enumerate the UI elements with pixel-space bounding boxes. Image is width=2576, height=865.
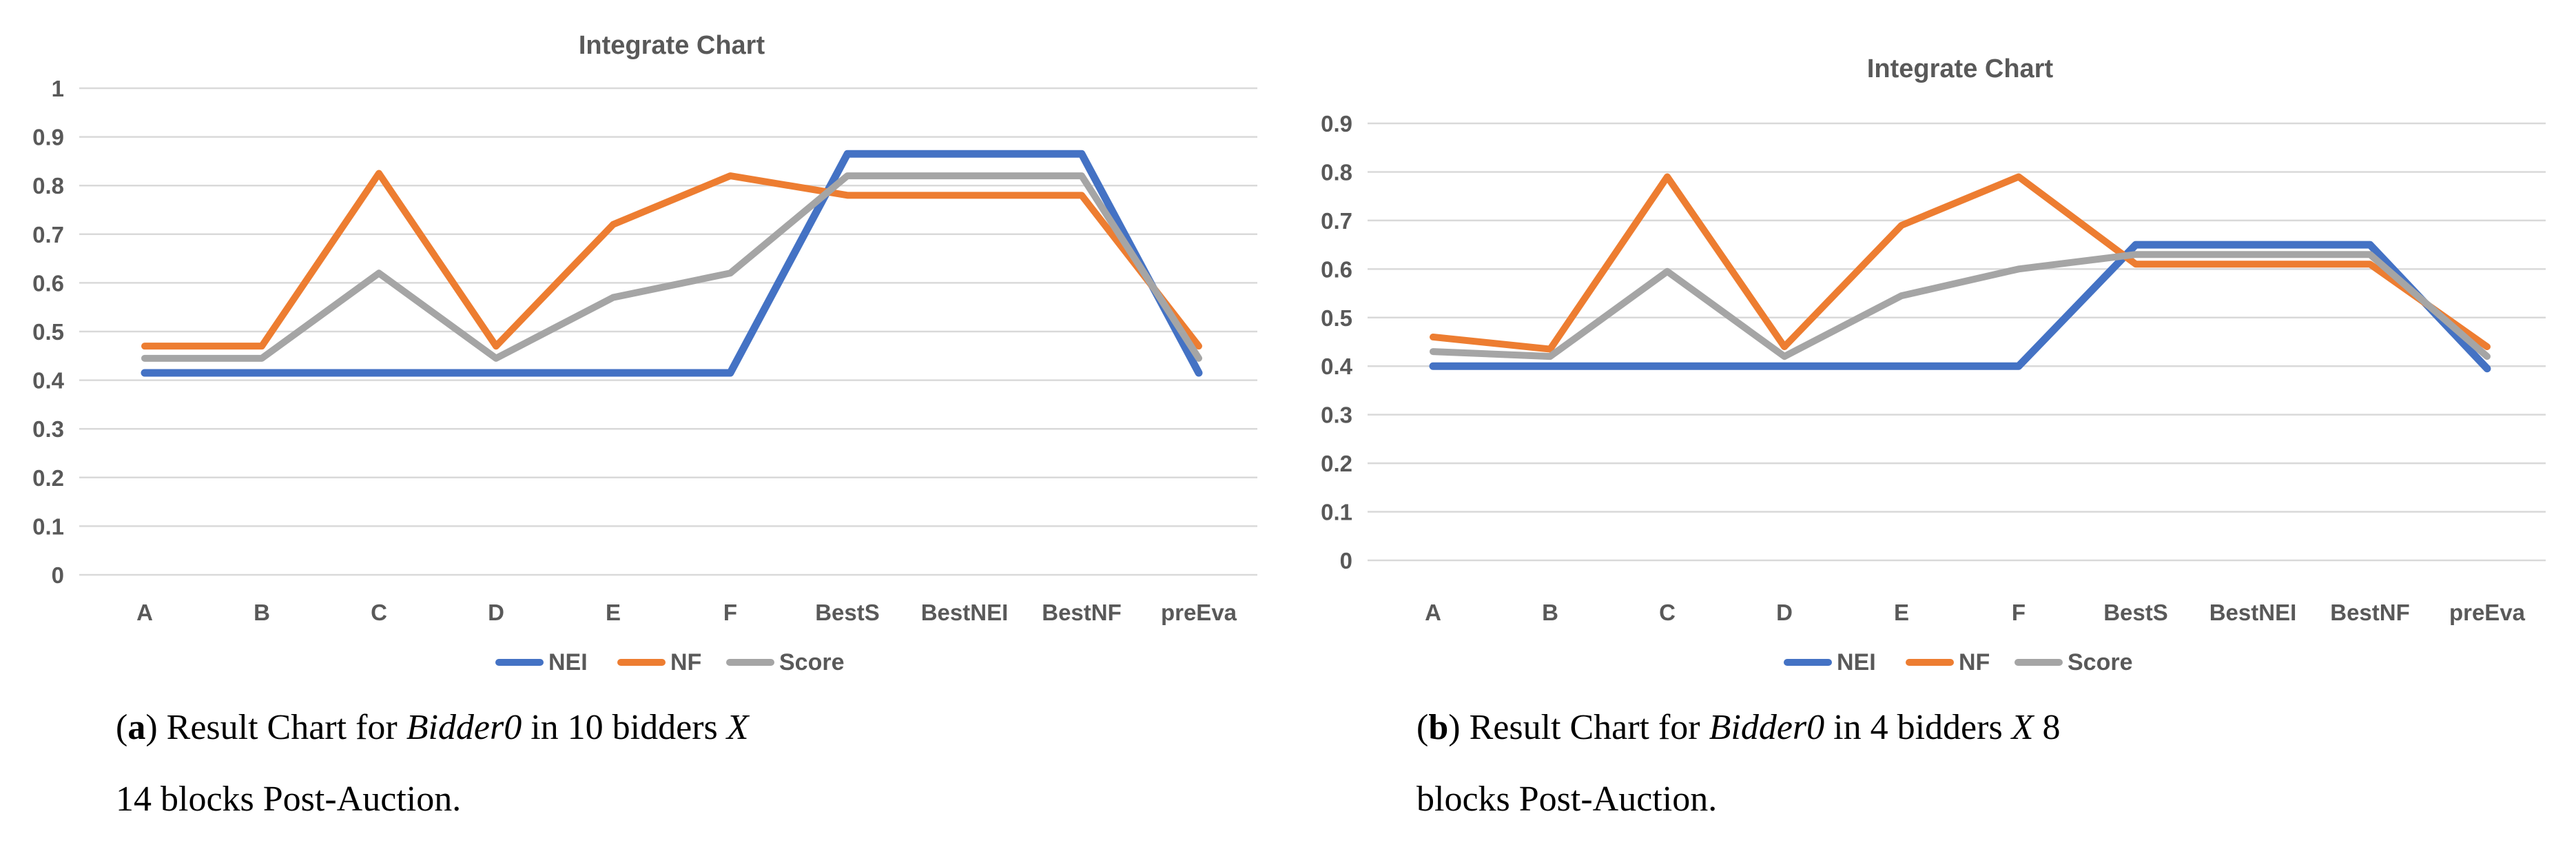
- figure-caption-a: (a) Result Chart for Bidder0 in 10 bidde…: [116, 692, 1039, 835]
- y-tick-label: 0: [1340, 548, 1352, 573]
- y-tick-label: 0.3: [32, 416, 64, 442]
- series-line-NF: [1430, 173, 2491, 353]
- legend-label-NEI: NEI: [548, 649, 588, 675]
- legend-label-Score: Score: [779, 649, 845, 675]
- caption-segment: Bidder0: [1709, 708, 1825, 747]
- integrate-chart-b: Integrate Chart 0 0.1 0.2 0.3 0.4 0.5 0.6 0.7 0.8…: [1321, 54, 2546, 675]
- x-category-label: BestNEI: [2209, 600, 2297, 625]
- series-line-Score: [141, 172, 1202, 362]
- figure-caption-b: (b) Result Chart for Bidder0 in 4 bidder…: [1416, 692, 2340, 835]
- y-tick-label: 0.2: [32, 465, 64, 491]
- chart-title: Integrate Chart: [1867, 54, 2054, 83]
- figure-a: Integrate Chart 0 0.1 0.2 0.3 0.4 0.5 0.6 0.7 0.8…: [32, 31, 1257, 835]
- legend-label-NEI: NEI: [1837, 649, 1876, 675]
- y-tick-label: 0.7: [32, 222, 64, 247]
- caption-segment: X: [726, 708, 749, 747]
- caption-line: (b) Result Chart for Bidder0 in 4 bidder…: [1416, 692, 2340, 764]
- caption-line: blocks Post-Auction.: [1416, 764, 2340, 835]
- series-line-NEI: [141, 150, 1203, 377]
- caption-line: 14 blocks Post-Auction.: [116, 764, 1039, 835]
- y-tick-label: 0.6: [32, 270, 64, 296]
- x-category-label: BestS: [815, 600, 880, 625]
- y-tick-label: 0.1: [32, 513, 64, 539]
- y-tick-label: 0.4: [32, 368, 65, 394]
- x-category-label: F: [723, 600, 737, 625]
- y-tick-label: 0.7: [1321, 208, 1352, 234]
- caption-segment: b: [1428, 708, 1449, 747]
- y-tick-label: 0: [52, 562, 64, 588]
- x-category-label: F: [2012, 600, 2026, 625]
- caption-segment: (: [1416, 708, 1429, 747]
- caption-segment: ) Result Chart for: [145, 708, 406, 747]
- x-category-label: BestNEI: [921, 600, 1009, 625]
- caption-segment: ) Result Chart for: [1448, 708, 1709, 747]
- y-tick-label: 0.9: [32, 125, 64, 150]
- y-tick-label: 0.6: [1321, 256, 1352, 282]
- x-category-label: D: [1776, 600, 1793, 625]
- caption-segment: (: [116, 708, 128, 747]
- y-tick-label: 0.2: [1321, 451, 1352, 476]
- x-category-label: D: [488, 600, 504, 625]
- y-tick-label: 0.8: [1321, 159, 1352, 185]
- y-tick-label: 0.8: [32, 173, 64, 199]
- caption-segment: in 4 bidders: [1824, 708, 2012, 747]
- caption-segment: X: [2011, 708, 2034, 747]
- x-category-label: E: [606, 600, 621, 625]
- caption-line: (a) Result Chart for Bidder0 in 10 bidde…: [116, 692, 1039, 764]
- y-tick-label: 0.3: [1321, 403, 1352, 428]
- series-line-Score: [1430, 251, 2491, 360]
- caption-segment: in 10 bidders: [522, 708, 727, 747]
- x-category-label: A: [136, 600, 153, 625]
- chart-title: Integrate Chart: [579, 31, 765, 60]
- y-tick-label: 0.5: [32, 319, 64, 345]
- caption-segment: a: [127, 708, 146, 747]
- legend-label-Score: Score: [2068, 649, 2133, 675]
- y-tick-label: 0.4: [1321, 354, 1353, 379]
- series-line-NEI: [1429, 241, 2491, 373]
- caption-segment: 8: [2033, 708, 2061, 747]
- x-category-label: B: [254, 600, 270, 625]
- legend-label-NF: NF: [1959, 649, 1990, 675]
- x-category-label: preEva: [2449, 600, 2526, 625]
- x-category-label: C: [1659, 600, 1676, 625]
- legend-label-NF: NF: [670, 649, 701, 675]
- caption-segment: Bidder0: [406, 708, 522, 747]
- y-tick-label: 0.9: [1321, 111, 1352, 136]
- x-category-label: BestNF: [1042, 600, 1122, 625]
- x-category-label: preEva: [1161, 600, 1237, 625]
- figure-b: Integrate Chart 0 0.1 0.2 0.3 0.4 0.5 0.6 0.7 0.8…: [1288, 0, 2576, 865]
- y-tick-label: 0.5: [1321, 305, 1352, 331]
- x-category-label: BestNF: [2330, 600, 2410, 625]
- caption-segment: 14 blocks Post-Auction.: [116, 780, 462, 819]
- x-category-label: C: [371, 600, 387, 625]
- integrate-chart-a: Integrate Chart 0 0.1 0.2 0.3 0.4 0.5 0.6 0.7 0.8…: [32, 31, 1257, 675]
- caption-segment: blocks Post-Auction.: [1416, 780, 1718, 819]
- x-category-label: A: [1425, 600, 1441, 625]
- x-category-label: B: [1542, 600, 1558, 625]
- x-category-label: BestS: [2103, 600, 2168, 625]
- series-line-NF: [141, 170, 1202, 350]
- x-category-label: E: [1894, 600, 1909, 625]
- y-tick-label: 0.1: [1321, 500, 1352, 525]
- y-tick-label: 1: [52, 76, 64, 101]
